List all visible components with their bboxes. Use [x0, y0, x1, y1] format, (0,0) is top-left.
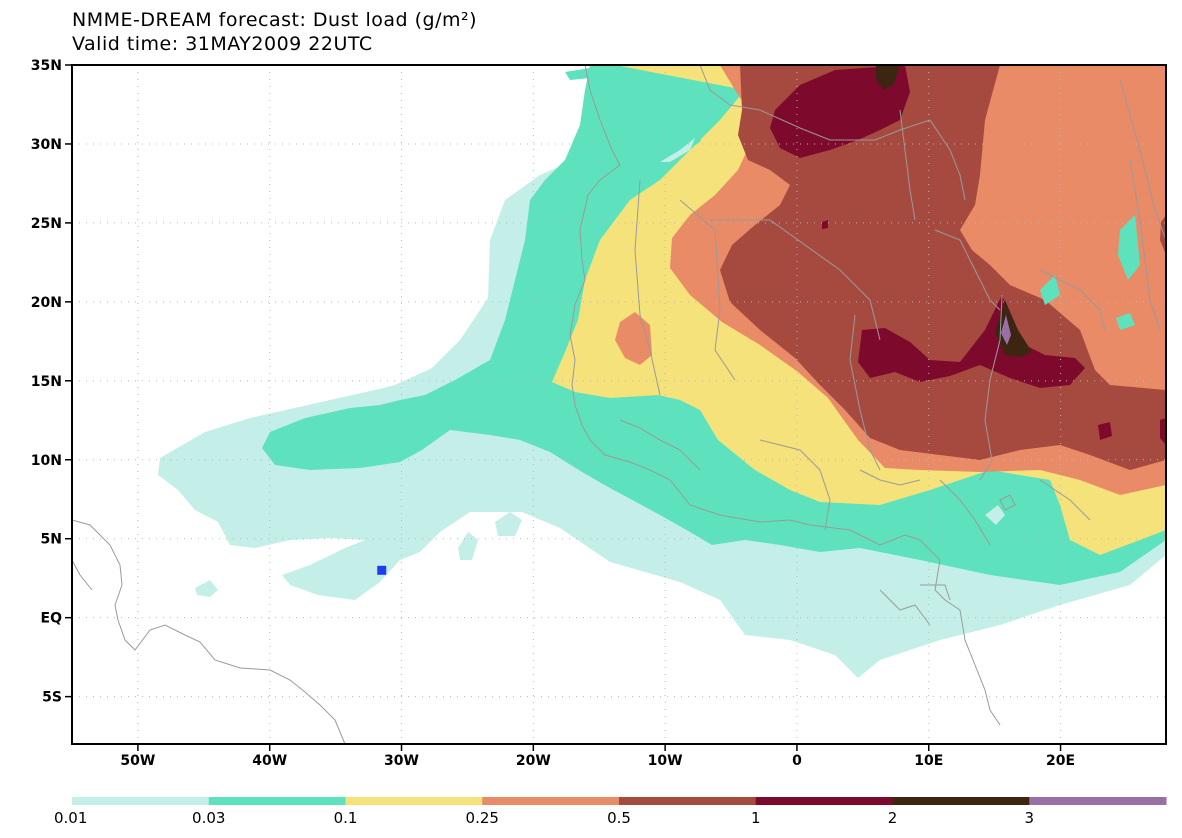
axes: 50W 40W 30W 20W 10W 0 10E 20E 35N 30N 25N 20N 15N 10N…	[31, 58, 1075, 769]
legend-level-label: 1	[751, 809, 761, 827]
lon-tick-label: 50W	[120, 753, 155, 769]
band-3	[1001, 315, 1011, 345]
lat-tick-label: EQ	[41, 611, 63, 627]
legend-swatch	[1029, 797, 1167, 805]
legend-level-label: 2	[888, 809, 898, 827]
lat-tick-label: 30N	[31, 137, 62, 153]
lat-tick-label: 15N	[31, 374, 62, 390]
lat-tick-label: 20N	[31, 295, 62, 311]
map-title: NMME-DREAM forecast: Dust load (g/m²)	[72, 9, 478, 31]
legend-level-label: 0.1	[334, 809, 358, 827]
legend-swatch	[755, 797, 893, 805]
legend-swatch	[208, 797, 346, 805]
lon-tick-label: 10E	[914, 753, 943, 769]
legend-level-label: 0.5	[607, 809, 631, 827]
coastlines	[72, 65, 1166, 744]
lon-tick-label: 20E	[1046, 753, 1075, 769]
legend-swatch	[892, 797, 1030, 805]
lat-tick-label: 35N	[31, 58, 62, 74]
map-frame	[71, 64, 1167, 745]
legend-swatch	[345, 797, 483, 805]
pale-patches	[565, 68, 1140, 525]
legend-swatch	[482, 797, 620, 805]
colorbar-legend: 0.01 0.03 0.1 0.25 0.5 1 2 3	[54, 797, 1167, 827]
map-field	[72, 65, 1166, 744]
lon-tick-label: 0	[792, 753, 802, 769]
legend-level-label: 0.03	[192, 809, 225, 827]
lat-tick-label: 25N	[31, 216, 62, 232]
lon-tick-label: 20W	[516, 753, 551, 769]
band-2	[876, 65, 1032, 357]
lon-tick-label: 40W	[252, 753, 287, 769]
legend-level-label: 3	[1024, 809, 1034, 827]
legend-level-label: 0.25	[466, 809, 499, 827]
lon-tick-label: 10W	[648, 753, 683, 769]
legend-swatch	[619, 797, 757, 805]
graticule	[72, 65, 1166, 744]
legend-level-label: 0.01	[54, 809, 87, 827]
legend-swatch	[72, 797, 210, 805]
band-1	[770, 65, 1166, 445]
lat-tick-label: 5S	[42, 690, 62, 706]
lat-tick-label: 10N	[31, 453, 62, 469]
valid-time: Valid time: 31MAY2009 22UTC	[72, 33, 373, 55]
lon-tick-label: 30W	[384, 753, 419, 769]
lat-tick-label: 5N	[41, 532, 62, 548]
location-marker	[377, 565, 387, 575]
